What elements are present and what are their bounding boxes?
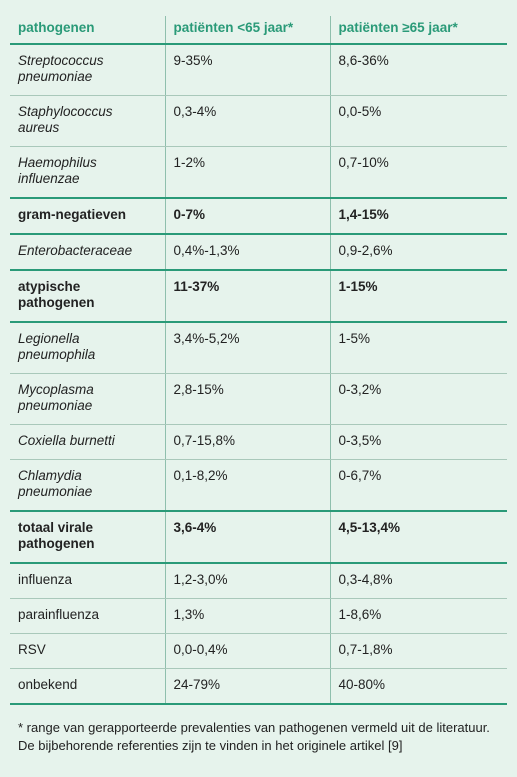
table-cell: 40-80% [329,668,507,705]
table-cell: 0,7-15,8% [164,424,330,460]
table-cell: 0,3-4% [164,95,330,147]
table-cell: influenza [10,563,165,599]
table-cell: 11-37% [164,270,330,323]
table-row: totaal virale pathogenen 3,6-4% 4,5-13,4% [10,511,507,564]
table-cell: 1,2-3,0% [164,563,330,599]
table-row: Coxiella burnetti 0,7-15,8% 0-3,5% [10,424,507,460]
table-row: onbekend 24-79% 40-80% [10,668,507,705]
table-cell: 0,1-8,2% [164,459,330,512]
table-cell: 3,6-4% [164,511,330,564]
table-cell: totaal virale pathogenen [10,511,165,564]
table-cell: 1-2% [164,146,330,199]
table-cell: 0-3,5% [329,424,507,460]
table-cell: 24-79% [164,668,330,705]
content: pathogenen patiënten <65 jaar* patiënten… [10,16,507,753]
table-cell: 0,7-10% [329,146,507,199]
table-cell: 0,0-0,4% [164,633,330,669]
table-cell: 0-6,7% [329,459,507,512]
table-row: Chlamydia pneumoniae 0,1-8,2% 0-6,7% [10,459,507,512]
table-cell: 0,7-1,8% [329,633,507,669]
footnote: * range van gerapporteerde prevalenties … [18,720,490,753]
table-row: Enterobacteraceae 0,4%-1,3% 0,9-2,6% [10,234,507,271]
table-cell: Enterobacteraceae [10,234,165,271]
table-cell: 1,4-15% [329,198,507,235]
table-cell: 3,4%-5,2% [164,322,330,374]
table-row: Streptococcus pneumoniae 9-35% 8,6-36% [10,44,507,96]
table-row: Staphylococcus aureus 0,3-4% 0,0-5% [10,95,507,147]
table-row: parainfluenza 1,3% 1-8,6% [10,598,507,634]
table-cell: 9-35% [164,44,330,96]
table-cell: onbekend [10,668,165,705]
table-cell: Coxiella burnetti [10,424,165,460]
table-cell: 0,3-4,8% [329,563,507,599]
table-cell: 1,3% [164,598,330,634]
pathogen-table: pathogenen patiënten <65 jaar* patiënten… [10,16,507,705]
table-cell: Staphylococcus aureus [10,95,165,147]
table-cell: 4,5-13,4% [329,511,507,564]
table-cell: 0,0-5% [329,95,507,147]
header-cell: patiënten ≥65 jaar* [329,16,507,45]
header-cell: patiënten <65 jaar* [164,16,330,45]
table-cell: 2,8-15% [164,373,330,425]
table-cell: Haemophilus influenzae [10,146,165,199]
table-cell: 0-7% [164,198,330,235]
table-cell: gram-negatieven [10,198,165,235]
table-row: RSV 0,0-0,4% 0,7-1,8% [10,633,507,669]
header-row: pathogenen patiënten <65 jaar* patiënten… [10,16,507,45]
header-cell: pathogenen [10,16,165,45]
table-cell: 1-8,6% [329,598,507,634]
table-cell: 0,9-2,6% [329,234,507,271]
table-row: gram-negatieven 0-7% 1,4-15% [10,198,507,235]
table-row: atypische pathogenen 11-37% 1-15% [10,270,507,323]
table-cell: Mycoplasma pneumoniae [10,373,165,425]
table-cell: parainfluenza [10,598,165,634]
table-body: Streptococcus pneumoniae 9-35% 8,6-36% Stap… [10,44,507,705]
table-cell: Streptococcus pneumoniae [10,44,165,96]
table-cell: 0-3,2% [329,373,507,425]
table-cell: 0,4%-1,3% [164,234,330,271]
table-row: influenza 1,2-3,0% 0,3-4,8% [10,563,507,599]
table-cell: Chlamydia pneumoniae [10,459,165,512]
table-row: Mycoplasma pneumoniae 2,8-15% 0-3,2% [10,373,507,425]
table-cell: RSV [10,633,165,669]
table-cell: 1-5% [329,322,507,374]
table-cell: 1-15% [329,270,507,323]
table-cell: 8,6-36% [329,44,507,96]
table-row: Haemophilus influenzae 1-2% 0,7-10% [10,146,507,199]
table-cell: Legionella pneumophila [10,322,165,374]
table-cell: atypische pathogenen [10,270,165,323]
table-row: Legionella pneumophila 3,4%-5,2% 1-5% [10,322,507,374]
